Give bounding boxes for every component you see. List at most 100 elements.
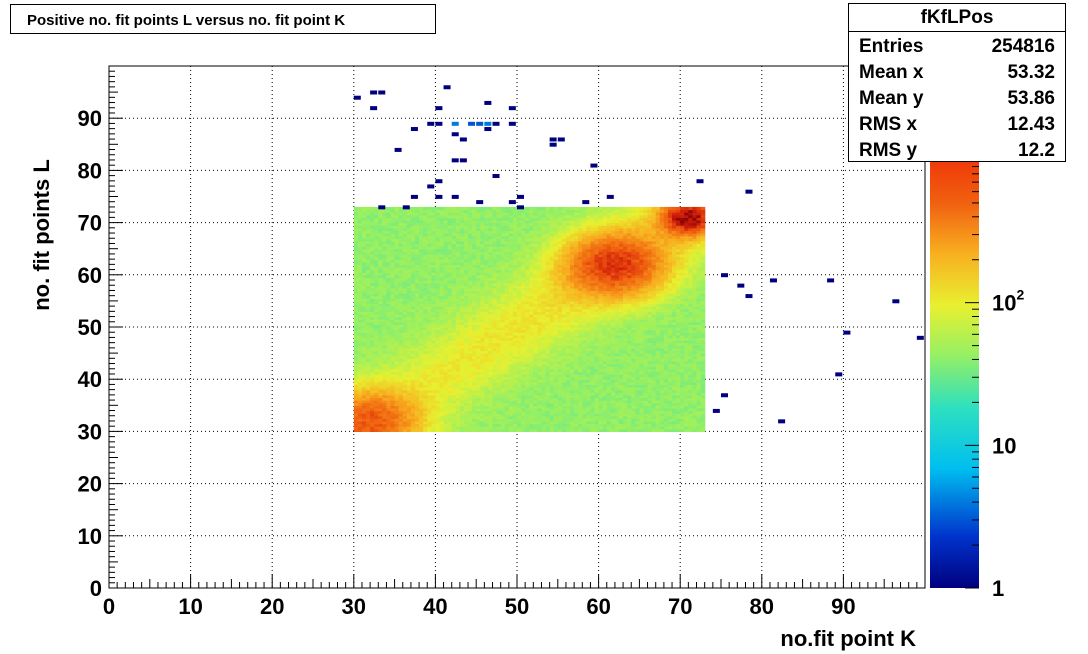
heatmap-cell: [504, 295, 510, 299]
heatmap-cell: [435, 243, 441, 247]
heatmap-cell: [553, 363, 559, 367]
heatmap-cell: [476, 400, 481, 404]
heatmap-cell: [398, 235, 404, 239]
heatmap-cell: [455, 371, 461, 375]
heatmap-cell: [565, 264, 571, 268]
heatmap-cell: [378, 368, 383, 372]
heatmap-cell: [512, 353, 518, 357]
heatmap-cell: [565, 418, 571, 422]
heatmap-cell: [496, 400, 502, 404]
heatmap-cell: [455, 324, 461, 328]
heatmap-cell: [455, 342, 461, 346]
heatmap-cell: [582, 360, 587, 365]
heatmap-cell: [435, 212, 441, 216]
heatmap-cell: [574, 214, 579, 218]
heatmap-cell: [443, 381, 449, 386]
heatmap-cell: [496, 329, 502, 333]
heatmap-cell: [508, 217, 514, 221]
heatmap-cell: [545, 407, 551, 412]
heatmap-cell: [370, 290, 375, 294]
heatmap-cell: [565, 233, 571, 237]
heatmap-cell: [529, 243, 534, 247]
heatmap-cell: [565, 428, 571, 432]
heatmap-cell: [386, 285, 392, 289]
heatmap-cell: [455, 272, 461, 276]
heatmap-cell: [525, 313, 530, 318]
heatmap-cell: [415, 282, 420, 286]
heatmap-cell: [582, 337, 587, 341]
heatmap-cell: [370, 264, 375, 268]
heatmap-cell: [451, 407, 457, 412]
heatmap-cell: [419, 334, 424, 339]
heatmap-cell: [451, 426, 457, 430]
heatmap-cell: [406, 397, 412, 401]
heatmap-cell: [472, 363, 477, 367]
heatmap-cell: [443, 428, 449, 432]
heatmap-cell: [570, 233, 575, 237]
heatmap-cell: [459, 217, 465, 221]
heatmap-cell: [439, 227, 445, 232]
heatmap-cell: [537, 306, 543, 310]
heatmap-cell: [406, 222, 412, 226]
heatmap-cell: [382, 316, 388, 320]
heatmap-cell: [500, 293, 506, 297]
heatmap-cell: [423, 392, 428, 396]
heatmap-cell: [423, 274, 428, 279]
heatmap-cell: [410, 337, 416, 341]
heatmap-cell: [386, 420, 392, 425]
heatmap-cell: [553, 355, 559, 359]
heatmap-cell: [565, 332, 571, 336]
heatmap-cell: [545, 209, 551, 213]
heatmap-cell: [374, 402, 379, 406]
heatmap-cell: [504, 269, 510, 273]
heatmap-cell: [410, 290, 416, 294]
heatmap-cell: [402, 413, 408, 417]
heatmap-cell: [374, 285, 379, 289]
heatmap-cell: [451, 316, 457, 320]
heatmap-cell: [394, 413, 400, 417]
heatmap-cell: [480, 261, 485, 265]
heatmap-cell: [398, 324, 404, 328]
heatmap-cell: [357, 420, 363, 425]
heatmap-cell: [390, 222, 396, 226]
heatmap-cell: [517, 373, 522, 378]
heatmap-cell: [525, 225, 530, 229]
heatmap-cell: [525, 253, 530, 258]
heatmap-cell: [378, 303, 383, 307]
heatmap-cell: [431, 259, 436, 263]
heatmap-cell: [504, 233, 510, 237]
heatmap-cell: [386, 342, 392, 346]
heatmap-cell: [402, 410, 408, 414]
heatmap-cell: [472, 233, 477, 237]
heatmap-cell: [390, 209, 396, 213]
heatmap-cell: [537, 298, 543, 302]
heatmap-cell: [574, 222, 579, 226]
heatmap-cell: [582, 285, 587, 289]
heatmap-cell: [459, 290, 465, 294]
heatmap-cell: [512, 248, 518, 252]
heatmap-cell: [406, 295, 412, 299]
heatmap-cell: [410, 373, 416, 378]
heatmap-cell: [574, 300, 579, 305]
heatmap-cell: [406, 256, 412, 260]
heatmap-cell: [574, 282, 579, 286]
heatmap-cell: [582, 277, 587, 281]
heatmap-cell: [406, 384, 412, 388]
heatmap-cell: [382, 287, 388, 292]
heatmap-cell: [357, 402, 363, 406]
heatmap-cell: [394, 295, 400, 299]
heatmap-cell: [357, 360, 363, 365]
heatmap-cell: [390, 347, 396, 352]
heatmap-cell: [500, 394, 506, 399]
heatmap-cell: [431, 298, 436, 302]
heatmap-cell: [357, 415, 363, 419]
heatmap-cell: [435, 240, 441, 245]
heatmap-cell: [574, 340, 579, 344]
heatmap-cell: [549, 329, 555, 333]
heatmap-cell: [419, 290, 424, 294]
heatmap-cell: [370, 225, 375, 229]
heatmap-cell: [447, 423, 453, 427]
heatmap-cell: [553, 266, 559, 271]
heatmap-cell: [431, 379, 436, 383]
heatmap-cell: [394, 246, 400, 250]
